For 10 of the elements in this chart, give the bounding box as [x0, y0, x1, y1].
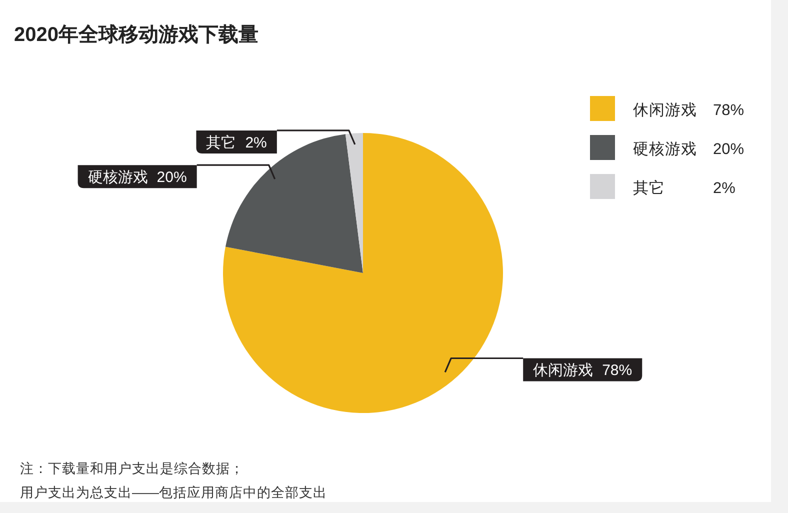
slice-label: 其它 — [206, 134, 236, 152]
data-label: 20% — [156, 169, 187, 186]
slice-label: 硬核游戏 — [88, 169, 148, 186]
legend-label: 其它 — [633, 179, 665, 197]
data-label: 78% — [602, 362, 632, 380]
data-label: 2% — [245, 134, 267, 152]
legend-label: 休闲游戏 — [633, 101, 697, 119]
title: 2020年全球移动游戏下载量 — [14, 24, 258, 46]
slice-label: 休闲游戏 — [533, 362, 594, 380]
legend-label: 硬核游戏 — [633, 140, 697, 158]
